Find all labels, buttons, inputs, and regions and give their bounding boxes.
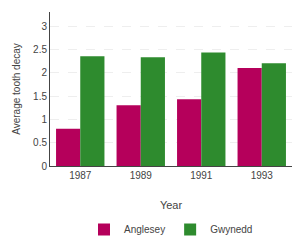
- svg-text:3: 3: [41, 21, 47, 32]
- svg-text:Average tooth decay: Average tooth decay: [11, 43, 22, 135]
- svg-text:0.5: 0.5: [33, 137, 47, 148]
- svg-text:1.5: 1.5: [33, 91, 47, 102]
- svg-text:1989: 1989: [130, 170, 153, 181]
- svg-text:Gwynedd: Gwynedd: [210, 224, 252, 235]
- svg-text:2: 2: [41, 67, 47, 78]
- svg-text:1987: 1987: [69, 170, 92, 181]
- svg-text:2.5: 2.5: [33, 44, 47, 55]
- svg-text:Year: Year: [160, 199, 183, 211]
- svg-text:Anglesey: Anglesey: [124, 224, 165, 235]
- svg-text:1993: 1993: [251, 170, 274, 181]
- svg-text:1991: 1991: [190, 170, 213, 181]
- svg-text:1: 1: [41, 114, 47, 125]
- svg-text:0: 0: [41, 161, 47, 172]
